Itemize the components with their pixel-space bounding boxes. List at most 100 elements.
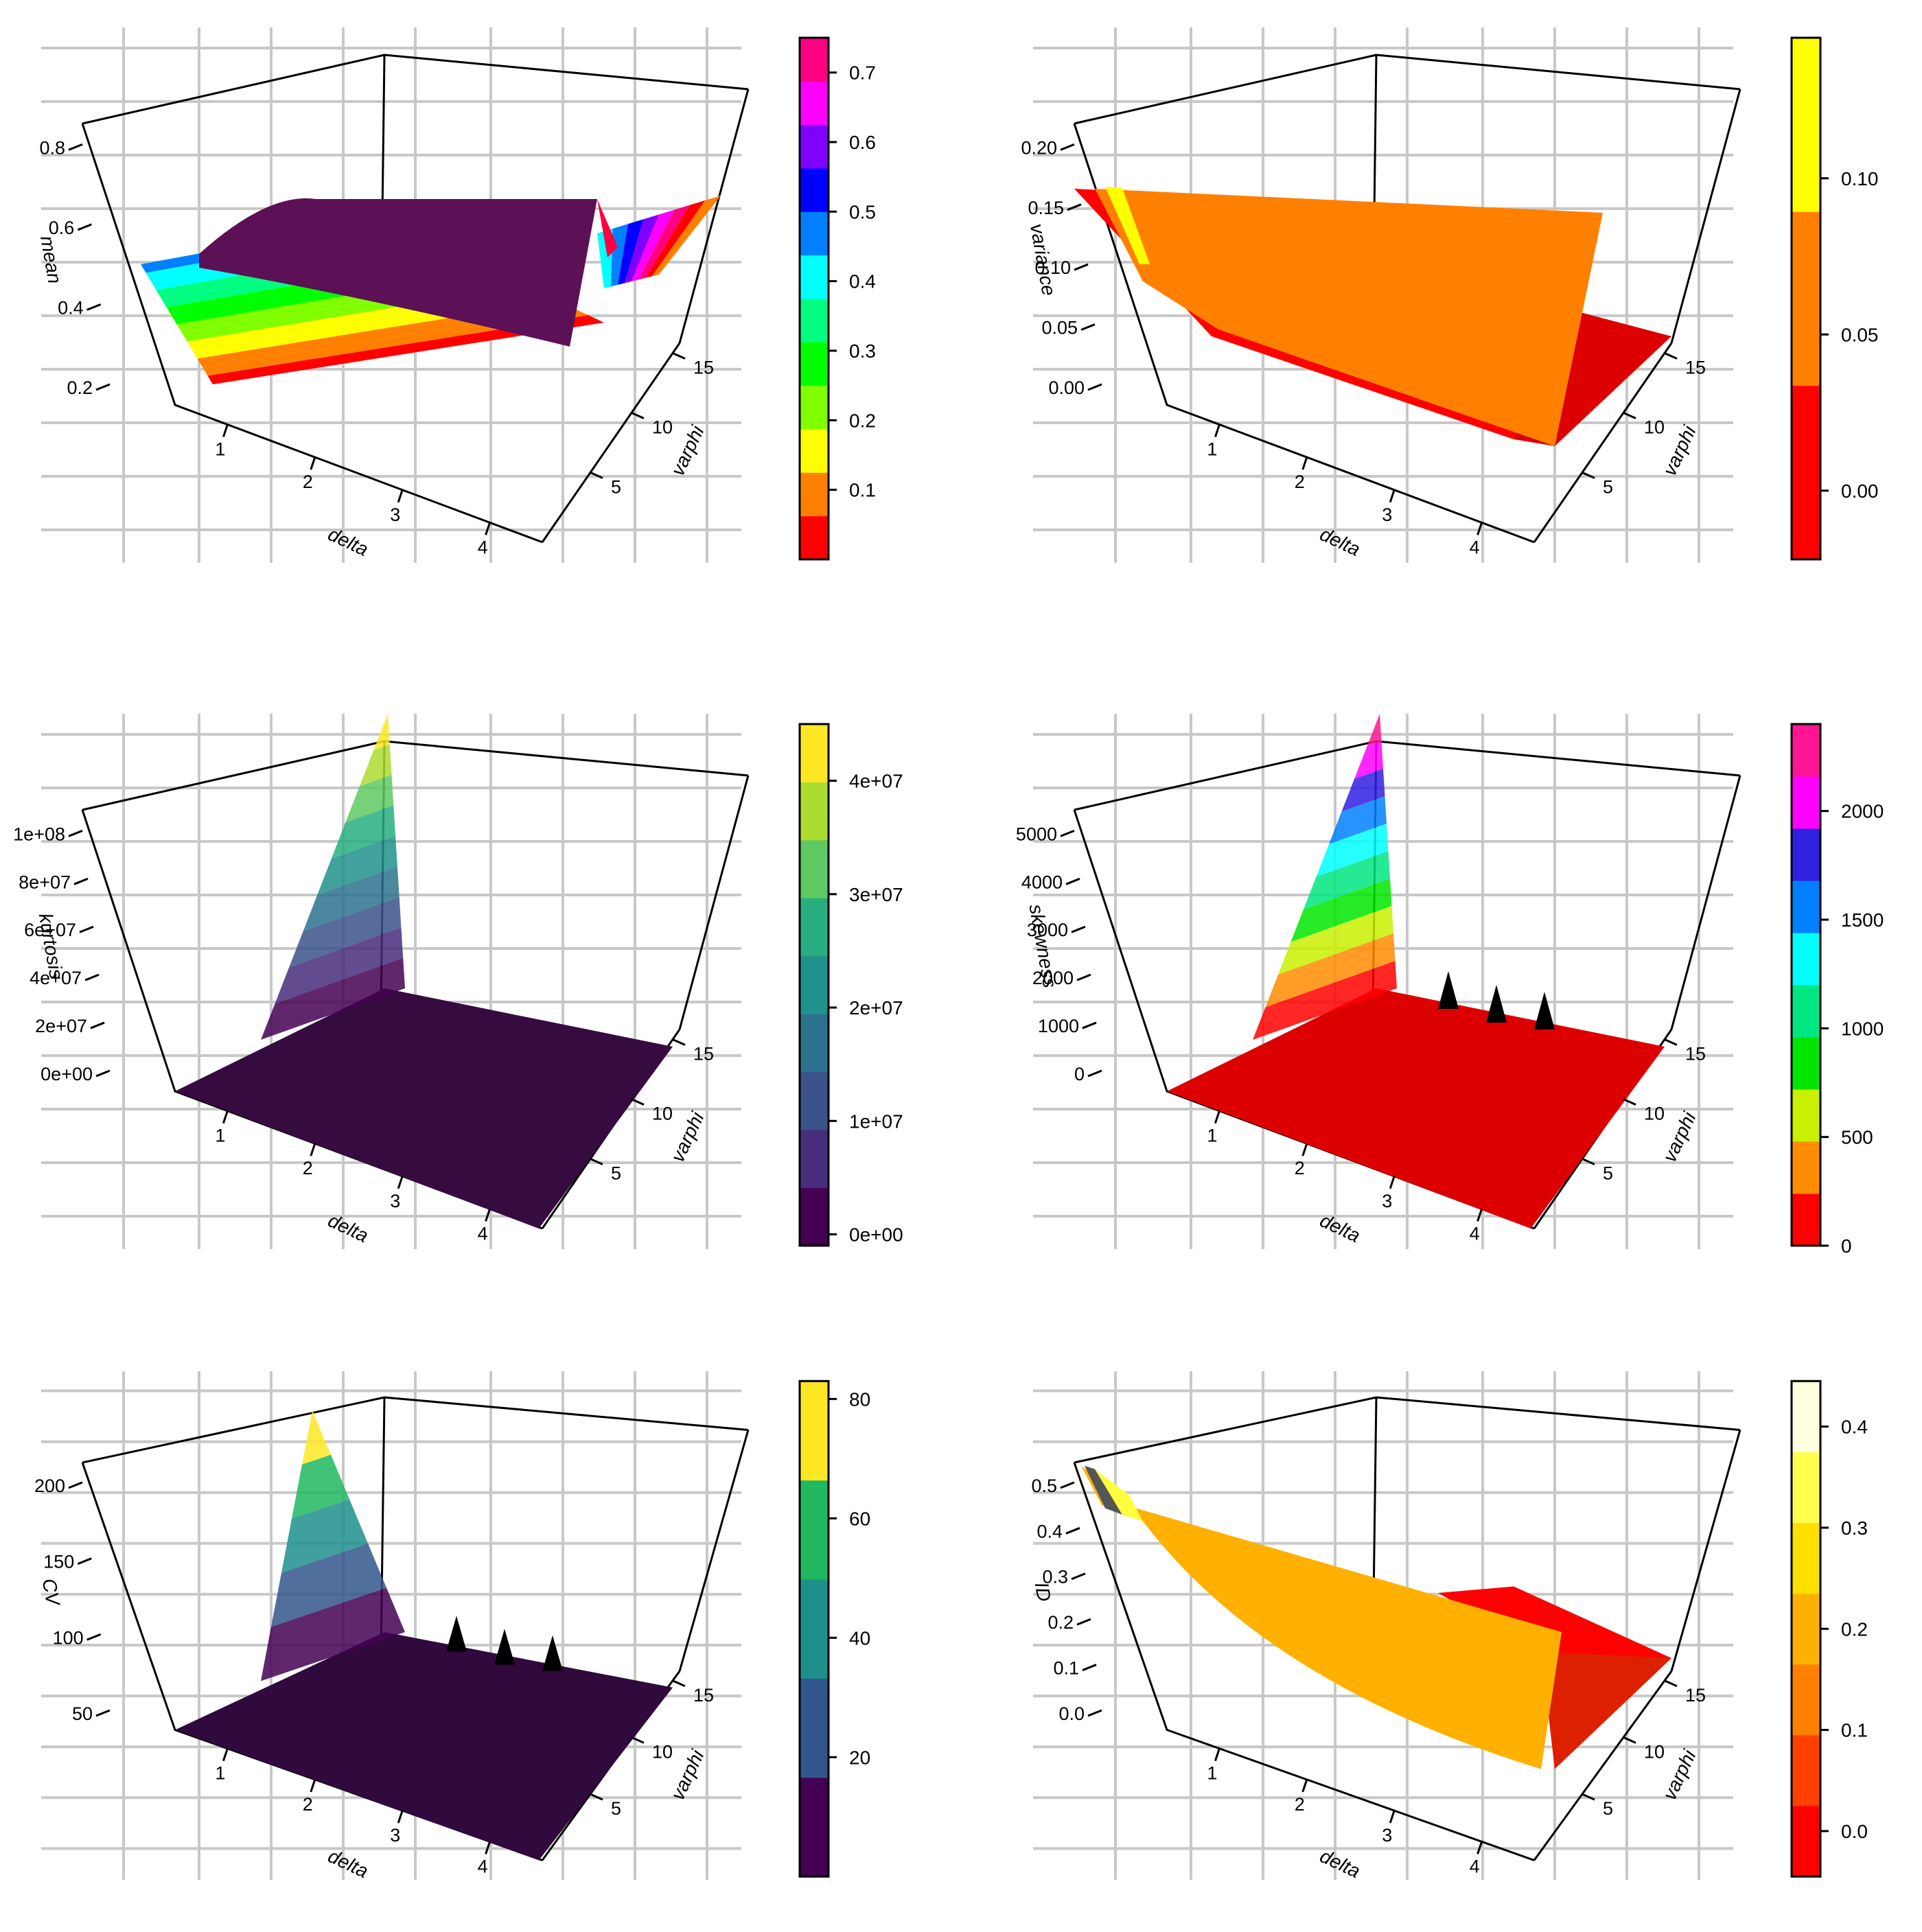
colorbar-tick-label: 0.05 (1841, 324, 1879, 345)
x-tick (1389, 1810, 1396, 1824)
colorbar-segment (1792, 385, 1820, 560)
y-tick (590, 1158, 603, 1165)
colorbar-tick-label: 0.6 (849, 132, 876, 153)
y-axis-label: varphi (1658, 1108, 1700, 1165)
surface-facet (1253, 961, 1397, 1040)
surface-facet (611, 224, 628, 287)
z-tick-label: 0.4 (58, 297, 84, 318)
surface-facet (1278, 906, 1393, 975)
y-tick-label: 15 (693, 1685, 714, 1706)
colorbar-segment (800, 211, 829, 256)
z-tick-label: 50 (72, 1703, 93, 1724)
y-tick (672, 352, 686, 360)
z-tick-label: 0.8 (39, 137, 65, 158)
surface-facet (317, 835, 397, 895)
z-tick (95, 1069, 111, 1078)
colorbar-segment (800, 1381, 829, 1481)
z-tick-label: 150 (43, 1552, 74, 1572)
z-tick-label: 1000 (1038, 1016, 1079, 1036)
surface-facet (373, 714, 390, 750)
z-tick-label: 6e+07 (24, 920, 76, 940)
y-tick (590, 472, 603, 479)
colorbar-segment (800, 342, 829, 386)
z-tick (1067, 203, 1082, 211)
colorbar-segment (1792, 1194, 1820, 1246)
colorbar-frame (798, 1380, 830, 1878)
x-axis-label: delta (325, 1845, 371, 1882)
y-tick-label: 15 (693, 358, 714, 378)
y-tick (590, 1793, 603, 1801)
surface-facet (632, 209, 675, 281)
colorbar-segment (800, 782, 829, 841)
colorbar-tick-label: 0.10 (1841, 168, 1879, 189)
x-tick (1214, 424, 1220, 438)
z-tick-label: 1e+08 (13, 824, 65, 844)
z-tick-label: 200 (34, 1476, 65, 1496)
y-tick-label: 5 (611, 1798, 621, 1819)
colorbar-tick-label: 0.4 (1841, 1417, 1868, 1438)
z-axis-label: mean (36, 234, 66, 285)
panel-skewness: 010002000300040005000skewness1234delta51… (1016, 714, 1884, 1257)
surface-facet (1486, 985, 1507, 1023)
colorbar-tick-label: 0.7 (849, 62, 876, 84)
y-axis-label: varphi (667, 422, 708, 479)
surface-facet (331, 805, 396, 859)
colorbar-segment (800, 38, 829, 82)
x-tick (1301, 1143, 1308, 1156)
surface-sheet (1167, 988, 1665, 1229)
z-tick (95, 1709, 111, 1717)
colorbar-tick-label: 1000 (1841, 1018, 1884, 1039)
colorbar-segment (1792, 724, 1820, 777)
z-tick (1074, 263, 1089, 271)
box-frame-right (678, 775, 750, 1030)
x-tick (310, 1779, 316, 1793)
x-tick (1214, 1748, 1220, 1762)
surface-sheet (175, 988, 673, 1229)
surface-facet (1095, 1469, 1143, 1522)
surface-facet (261, 957, 405, 1040)
colorbar-tick-label: 2000 (1841, 801, 1884, 822)
colorbar-segment (800, 1678, 829, 1778)
colorbar-tick-label: 0.1 (1841, 1720, 1868, 1741)
surface-group (175, 1410, 673, 1861)
surface-facet (261, 1587, 405, 1681)
colorbar-segment (800, 1480, 829, 1580)
y-tick (631, 1098, 645, 1106)
x-axis-label: delta (1317, 1845, 1363, 1882)
y-tick-label: 10 (652, 1104, 673, 1124)
colorbar-segment (1792, 828, 1820, 881)
y-tick (1623, 412, 1636, 419)
colorbar-tick-label: 0.0 (1841, 1821, 1868, 1842)
colorbar-segment (800, 839, 829, 898)
colorbar-frame (798, 723, 830, 1247)
x-tick-label: 4 (1470, 1856, 1480, 1876)
z-tick-label: 0.00 (1048, 377, 1085, 398)
surface-group (1074, 187, 1671, 446)
y-tick-label: 10 (1644, 1741, 1665, 1762)
x-tick (310, 1143, 316, 1156)
colorbar-tick-label: 0.2 (849, 410, 876, 431)
colorbar-tick-label: 500 (1841, 1127, 1873, 1148)
surface-sheet (1095, 189, 1603, 446)
colorbar-segment (1792, 985, 1820, 1038)
colorbar-segment (800, 255, 829, 299)
z-tick-label: 0.20 (1021, 137, 1057, 158)
surface-sheet (175, 1632, 673, 1861)
surface-facet (1341, 769, 1385, 812)
surface-sheet (1081, 1465, 1562, 1769)
colorbar-segment (1792, 776, 1820, 829)
y-tick-label: 10 (1644, 417, 1665, 438)
z-tick-label: 8e+07 (19, 872, 71, 892)
x-tick-label: 3 (390, 1825, 400, 1846)
x-tick-label: 1 (1207, 1763, 1217, 1784)
x-tick-label: 1 (215, 1126, 225, 1146)
surface-facet (1085, 1465, 1122, 1515)
x-tick-label: 4 (478, 537, 488, 557)
y-tick (1664, 1679, 1678, 1688)
x-tick (222, 1110, 229, 1124)
y-tick (1582, 1793, 1595, 1801)
y-tick (1664, 1038, 1678, 1046)
surface-facet (1290, 878, 1392, 942)
x-tick-label: 2 (1295, 1158, 1305, 1178)
y-axis-label: varphi (667, 1746, 708, 1803)
